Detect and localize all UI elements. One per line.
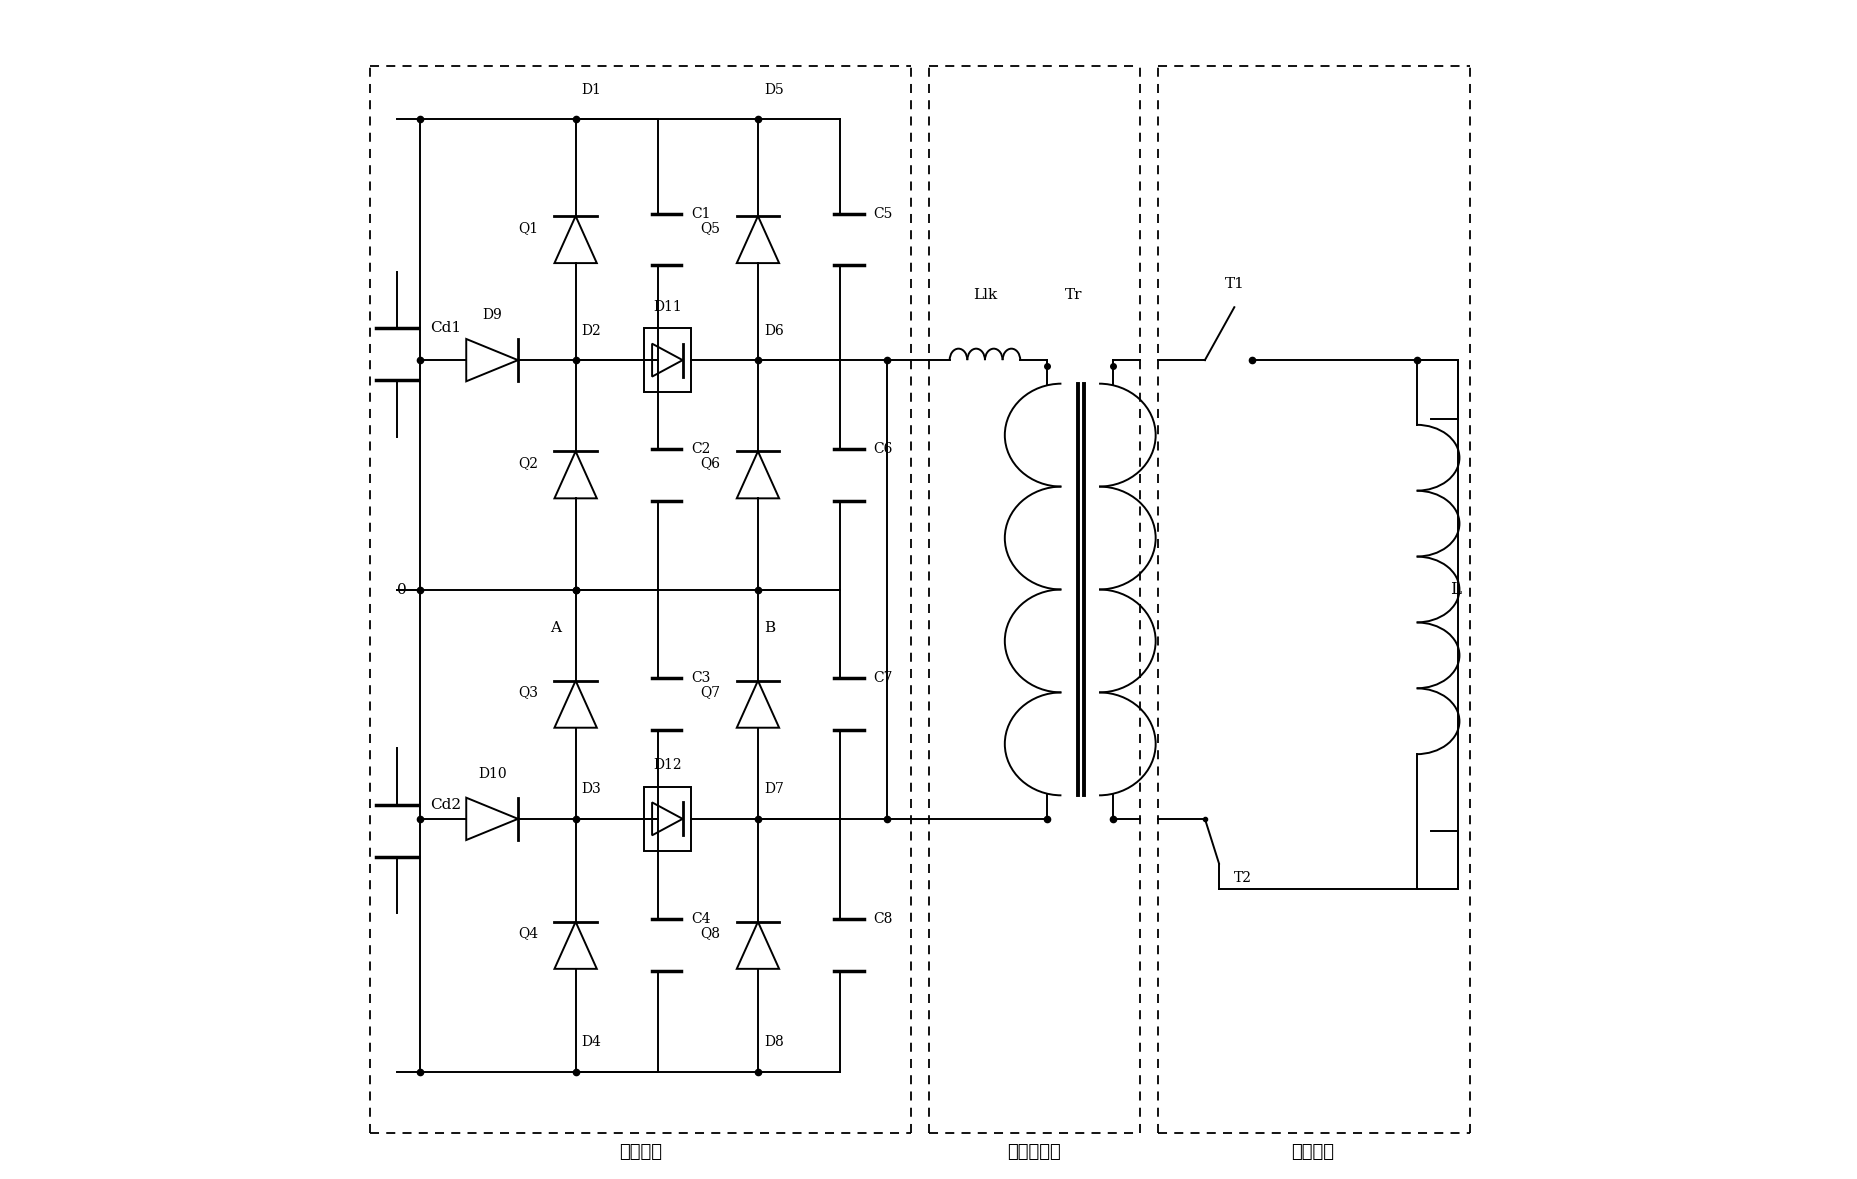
Bar — [644, 328, 691, 393]
Text: 0: 0 — [397, 582, 407, 597]
Text: D10: D10 — [477, 768, 507, 782]
Text: Cd1: Cd1 — [429, 322, 461, 335]
Text: 变压器单元: 变压器单元 — [1008, 1142, 1060, 1161]
Bar — [644, 786, 691, 851]
Text: 电流单元: 电流单元 — [1292, 1142, 1335, 1161]
Text: C2: C2 — [691, 442, 709, 456]
Text: Q1: Q1 — [518, 220, 539, 235]
Text: D9: D9 — [483, 309, 501, 322]
Text: C3: C3 — [691, 671, 709, 685]
Text: Q4: Q4 — [518, 927, 539, 941]
Text: D11: D11 — [654, 299, 682, 314]
Text: D8: D8 — [763, 1035, 784, 1049]
Text: D1: D1 — [581, 83, 602, 97]
Text: C4: C4 — [691, 913, 711, 927]
Text: B: B — [763, 621, 774, 635]
Text: Q8: Q8 — [700, 927, 721, 941]
Text: C6: C6 — [873, 442, 893, 456]
Text: D2: D2 — [581, 324, 602, 337]
Text: D7: D7 — [763, 783, 784, 797]
Text: T2: T2 — [1235, 870, 1252, 884]
Text: A: A — [550, 621, 561, 635]
Text: C8: C8 — [873, 913, 893, 927]
Text: 电压单元: 电压单元 — [618, 1142, 661, 1161]
Text: Q5: Q5 — [700, 220, 721, 235]
Text: Q2: Q2 — [518, 456, 539, 470]
Text: T1: T1 — [1224, 277, 1244, 291]
Text: D12: D12 — [654, 758, 682, 772]
Text: D3: D3 — [581, 783, 602, 797]
Text: Llk: Llk — [973, 289, 997, 303]
Text: D4: D4 — [581, 1035, 602, 1049]
Text: C7: C7 — [873, 671, 893, 685]
Text: D6: D6 — [763, 324, 784, 337]
Text: D5: D5 — [763, 83, 784, 97]
Text: Q3: Q3 — [518, 685, 539, 699]
Text: C5: C5 — [873, 206, 893, 220]
Text: C1: C1 — [691, 206, 711, 220]
Text: Tr: Tr — [1064, 289, 1083, 303]
Text: Q6: Q6 — [700, 456, 721, 470]
Text: L: L — [1450, 581, 1461, 598]
Text: Q7: Q7 — [700, 685, 721, 699]
Text: Cd2: Cd2 — [429, 798, 461, 812]
